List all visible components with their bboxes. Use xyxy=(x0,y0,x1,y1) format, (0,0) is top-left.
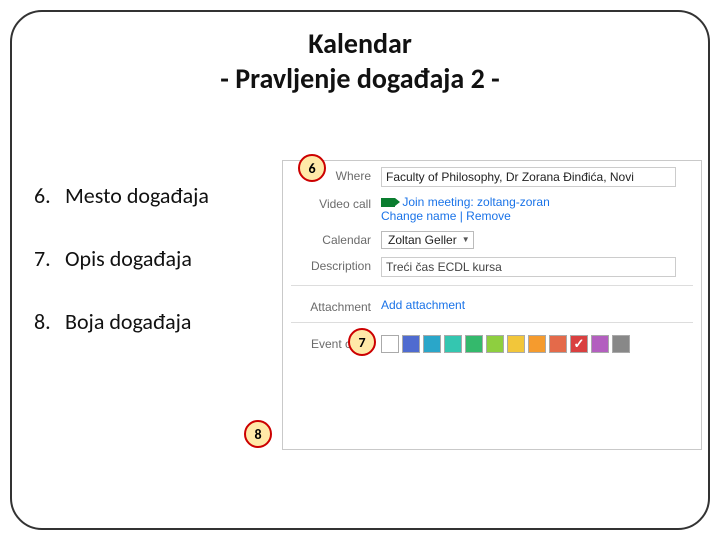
join-meeting-link[interactable]: Join meeting: zoltang-zoran xyxy=(402,195,549,209)
row-event-color: Event color ✓ xyxy=(283,329,701,355)
color-swatches: ✓ xyxy=(381,335,693,353)
bullet-text: Opis događaja xyxy=(65,245,192,272)
color-swatch[interactable] xyxy=(381,335,399,353)
slide-title: Kalendar - Pravljenje događaja 2 - xyxy=(12,12,708,96)
bullet-list: 6. Mesto događaja 7. Opis događaja 8. Bo… xyxy=(34,182,209,371)
color-swatch[interactable] xyxy=(423,335,441,353)
row-where: Where xyxy=(283,161,701,189)
bullet-num: 6. xyxy=(34,182,60,209)
color-swatch[interactable] xyxy=(486,335,504,353)
attachment-label: Attachment xyxy=(291,298,381,314)
where-input[interactable] xyxy=(381,167,676,187)
callout-6: 6 xyxy=(298,154,326,182)
color-swatch[interactable] xyxy=(612,335,630,353)
description-input[interactable] xyxy=(381,257,676,277)
color-swatch[interactable] xyxy=(591,335,609,353)
add-attachment-link[interactable]: Add attachment xyxy=(381,298,465,312)
row-description: Description xyxy=(283,251,701,279)
bullet-7: 7. Opis događaja xyxy=(34,245,209,272)
color-swatch[interactable] xyxy=(507,335,525,353)
camera-icon xyxy=(381,198,395,207)
divider xyxy=(291,285,693,286)
color-swatch[interactable]: ✓ xyxy=(570,335,588,353)
divider xyxy=(291,322,693,323)
bullet-num: 7. xyxy=(34,245,60,272)
color-swatch[interactable] xyxy=(465,335,483,353)
row-video: Video call Join meeting: zoltang-zoran C… xyxy=(283,189,701,225)
bullet-num: 8. xyxy=(34,308,60,335)
row-calendar: Calendar Zoltan Geller xyxy=(283,225,701,251)
video-actions-link[interactable]: Change name | Remove xyxy=(381,209,511,223)
description-label: Description xyxy=(291,257,381,273)
calendar-dropdown[interactable]: Zoltan Geller xyxy=(381,231,474,249)
video-label: Video call xyxy=(291,195,381,211)
event-panel: Where Video call Join meeting: zoltang-z… xyxy=(282,160,702,450)
color-swatch[interactable] xyxy=(444,335,462,353)
bullet-text: Mesto događaja xyxy=(65,182,209,209)
title-line-2: - Pravljenje događaja 2 - xyxy=(12,61,708,96)
calendar-label: Calendar xyxy=(291,231,381,247)
color-swatch[interactable] xyxy=(528,335,546,353)
bullet-6: 6. Mesto događaja xyxy=(34,182,209,209)
slide-frame: Kalendar - Pravljenje događaja 2 - 6. Me… xyxy=(10,10,710,530)
callout-7: 7 xyxy=(348,328,376,356)
color-swatch[interactable] xyxy=(402,335,420,353)
bullet-text: Boja događaja xyxy=(65,308,191,335)
bullet-8: 8. Boja događaja xyxy=(34,308,209,335)
callout-8: 8 xyxy=(244,420,272,448)
row-attachment: Attachment Add attachment xyxy=(283,292,701,316)
title-line-1: Kalendar xyxy=(12,26,708,61)
color-swatch[interactable] xyxy=(549,335,567,353)
